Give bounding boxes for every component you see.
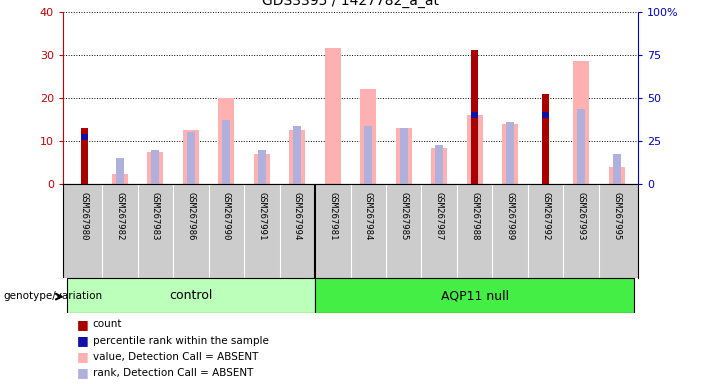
Title: GDS3395 / 1427782_a_at: GDS3395 / 1427782_a_at (262, 0, 439, 8)
Text: GSM267982: GSM267982 (116, 192, 124, 240)
Bar (67, 278, 315, 313)
Text: ■: ■ (77, 366, 89, 379)
Text: GSM267988: GSM267988 (470, 192, 479, 240)
Text: rank, Detection Call = ABSENT: rank, Detection Call = ABSENT (93, 368, 253, 378)
Text: count: count (93, 319, 122, 329)
Text: GSM267994: GSM267994 (293, 192, 301, 240)
Text: AQP11 null: AQP11 null (441, 289, 509, 302)
Bar (81, 128, 88, 184)
Bar (81, 134, 88, 140)
Text: ■: ■ (77, 318, 89, 331)
Text: GSM267991: GSM267991 (257, 192, 266, 240)
Text: GSM267989: GSM267989 (505, 192, 515, 240)
Bar (112, 174, 128, 184)
Text: ■: ■ (77, 334, 89, 347)
Bar (315, 278, 634, 313)
Bar (502, 124, 518, 184)
Bar (573, 61, 589, 184)
Text: GSM267981: GSM267981 (328, 192, 337, 240)
Bar (254, 154, 270, 184)
Bar (506, 122, 514, 184)
Text: GSM267990: GSM267990 (222, 192, 231, 240)
Bar (543, 94, 549, 184)
Bar (290, 130, 305, 184)
Bar (151, 150, 159, 184)
Bar (116, 158, 124, 184)
Bar (577, 109, 585, 184)
Text: control: control (169, 289, 212, 302)
Bar (472, 112, 478, 118)
Bar (613, 154, 620, 184)
Bar (187, 132, 195, 184)
Bar (396, 128, 411, 184)
Text: GSM267980: GSM267980 (80, 192, 89, 240)
Bar (222, 119, 230, 184)
Bar (543, 112, 549, 118)
Bar (360, 89, 376, 184)
Text: GSM267985: GSM267985 (400, 192, 408, 240)
Text: genotype/variation: genotype/variation (4, 291, 102, 301)
Text: GSM267995: GSM267995 (612, 192, 621, 240)
Text: ■: ■ (77, 350, 89, 363)
Bar (147, 152, 163, 184)
Bar (183, 130, 199, 184)
Bar (608, 167, 625, 184)
Text: GSM267984: GSM267984 (364, 192, 373, 240)
Bar (467, 115, 483, 184)
Bar (472, 50, 478, 184)
Text: GSM267986: GSM267986 (186, 192, 196, 240)
Bar (294, 126, 301, 184)
Text: GSM267983: GSM267983 (151, 192, 160, 240)
Bar (431, 147, 447, 184)
Text: percentile rank within the sample: percentile rank within the sample (93, 336, 268, 346)
Bar (258, 150, 266, 184)
Text: GSM267993: GSM267993 (577, 192, 585, 240)
Bar (400, 128, 407, 184)
Bar (325, 48, 341, 184)
Text: GSM267987: GSM267987 (435, 192, 444, 240)
Bar (365, 126, 372, 184)
Text: value, Detection Call = ABSENT: value, Detection Call = ABSENT (93, 352, 258, 362)
Bar (218, 98, 234, 184)
Text: GSM267992: GSM267992 (541, 192, 550, 240)
Bar (435, 146, 443, 184)
